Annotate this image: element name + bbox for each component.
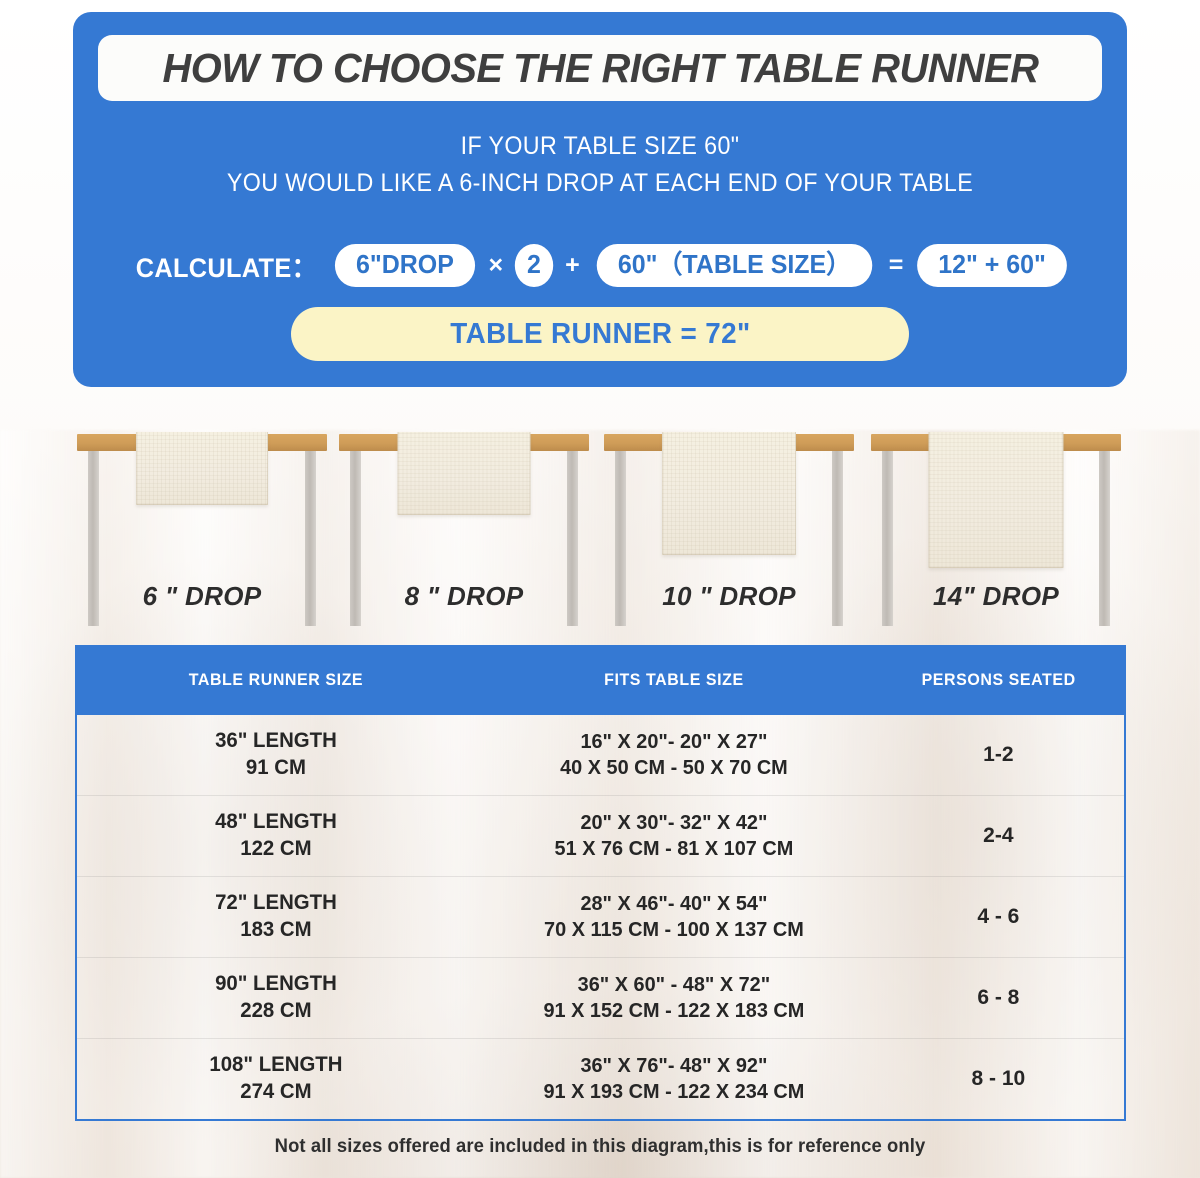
cell-fits-table-size: 16" X 20"- 20" X 27" 40 X 50 CM - 50 X 70… <box>481 729 867 781</box>
cell-persons-seated: 2-4 <box>983 823 1014 847</box>
drop-illustration: 14" DROP <box>867 418 1125 626</box>
runner-size-cm: 91 CM <box>245 756 306 779</box>
runner-size-inches: 72" LENGTH <box>215 891 337 915</box>
table-leg-left <box>350 451 361 626</box>
drop-label: 8 " DROP <box>404 581 524 611</box>
calculation-row: CALCULATE： 6"DROP × 2 + 60"（TABLE SIZE） … <box>73 244 1127 288</box>
table-row: 90" LENGTH 228 CM 36" X 60" - 48" X 72" 91 … <box>77 957 1124 1038</box>
fits-size-inches: 28" X 46"- 40" X 54" <box>580 891 768 915</box>
cell-persons-seated: 4 - 6 <box>977 904 1020 928</box>
cell-runner-size: 48" LENGTH 122 CM <box>83 809 469 863</box>
cell-runner-size: 72" LENGTH 183 CM <box>83 890 469 944</box>
result-text: TABLE RUNNER = 72" <box>449 317 751 350</box>
fits-size-inches: 16" X 20"- 20" X 27" <box>580 729 768 753</box>
runner-size-inches: 90" LENGTH <box>215 972 337 996</box>
multiply-operator: × <box>488 251 504 280</box>
cell-runner-size: 36" LENGTH 91 CM <box>83 728 469 782</box>
table-leg-left <box>615 451 626 626</box>
table-row: 48" LENGTH 122 CM 20" X 30"- 32" X 42" 51 X… <box>77 795 1124 876</box>
table-size-pill: 60"（TABLE SIZE） <box>596 244 872 288</box>
cell-fits-table-size: 28" X 46"- 40" X 54" 70 X 115 CM - 100 X … <box>481 891 867 943</box>
cell-fits-table-size: 36" X 76"- 48" X 92" 91 X 193 CM - 122 X … <box>481 1053 867 1105</box>
drop-label: 10 " DROP <box>662 581 796 611</box>
fits-size-inches: 36" X 60" - 48" X 72" <box>577 972 771 996</box>
table-runner-fabric <box>662 432 796 555</box>
fits-size-cm: 40 X 50 CM - 50 X 70 CM <box>559 756 788 779</box>
table-leg-right <box>305 451 316 626</box>
cell-persons-seated: 6 - 8 <box>977 985 1020 1009</box>
table-leg-right <box>567 451 578 626</box>
table-leg-right <box>1099 451 1110 626</box>
runner-size-cm: 122 CM <box>240 837 312 860</box>
table-row: 108" LENGTH 274 CM 36" X 76"- 48" X 92" 91 … <box>77 1038 1124 1119</box>
table-leg-right <box>832 451 843 626</box>
result-banner: TABLE RUNNER = 72" <box>291 307 909 361</box>
sum-pill: 12" + 60" <box>917 244 1068 288</box>
title-box: HOW TO CHOOSE THE RIGHT TABLE RUNNER <box>98 35 1102 101</box>
table-leg-left <box>882 451 893 626</box>
plus-operator: + <box>565 251 580 280</box>
cell-runner-size: 90" LENGTH 228 CM <box>83 971 469 1025</box>
multiplier-pill: 2 <box>514 244 554 288</box>
fits-size-cm: 91 X 193 CM - 122 X 234 CM <box>543 1080 805 1103</box>
runner-size-cm: 228 CM <box>240 999 312 1022</box>
table-runner-fabric <box>928 432 1064 568</box>
calculate-label: CALCULATE： <box>135 253 317 284</box>
drop-value-pill: 6"DROP <box>334 244 475 288</box>
table-row: 36" LENGTH 91 CM 16" X 20"- 20" X 27" 40 X … <box>77 715 1124 795</box>
table-leg-left <box>88 451 99 626</box>
drop-illustrations: 6 " DROP 8 " DROP 10 " DROP 14" DROP <box>73 418 1127 626</box>
fits-size-cm: 91 X 152 CM - 122 X 183 CM <box>543 999 805 1022</box>
table-body: 36" LENGTH 91 CM 16" X 20"- 20" X 27" 40 X … <box>77 715 1124 1119</box>
runner-size-cm: 274 CM <box>240 1080 312 1103</box>
fits-size-inches: 20" X 30"- 32" X 42" <box>580 810 768 834</box>
table-header-fits-table-size: FITS TABLE SIZE <box>604 670 744 689</box>
size-table: TABLE RUNNER SIZE FITS TABLE SIZE PERSON… <box>75 645 1126 1121</box>
drop-illustration: 10 " DROP <box>600 418 858 626</box>
cell-runner-size: 108" LENGTH 274 CM <box>83 1052 469 1106</box>
cell-persons-seated: 1-2 <box>983 742 1014 766</box>
table-runner-fabric <box>136 432 268 505</box>
runner-size-inches: 36" LENGTH <box>215 729 337 753</box>
runner-size-inches: 108" LENGTH <box>209 1053 343 1077</box>
cell-persons-seated: 8 - 10 <box>971 1066 1026 1090</box>
fits-size-cm: 70 X 115 CM - 100 X 137 CM <box>543 918 804 941</box>
hero-panel: HOW TO CHOOSE THE RIGHT TABLE RUNNER IF … <box>73 12 1127 387</box>
drop-illustration: 6 " DROP <box>73 418 331 626</box>
runner-size-cm: 183 CM <box>240 918 312 941</box>
table-runner-fabric <box>397 432 531 515</box>
table-header-row: TABLE RUNNER SIZE FITS TABLE SIZE PERSON… <box>77 645 1124 715</box>
table-header-persons-seated: PERSONS SEATED <box>921 670 1076 689</box>
cell-fits-table-size: 20" X 30"- 32" X 42" 51 X 76 CM - 81 X 10… <box>481 810 867 862</box>
fits-size-inches: 36" X 76"- 48" X 92" <box>580 1053 768 1077</box>
subtitle-line-1: IF YOUR TABLE SIZE 60" <box>460 132 740 160</box>
table-header-runner-size: TABLE RUNNER SIZE <box>188 670 364 689</box>
footer-note: Not all sizes offered are included in th… <box>274 1136 926 1157</box>
subtitle-line-2: YOU WOULD LIKE A 6-INCH DROP AT EACH END… <box>226 169 974 197</box>
table-row: 72" LENGTH 183 CM 28" X 46"- 40" X 54" 70 X… <box>77 876 1124 957</box>
page-title: HOW TO CHOOSE THE RIGHT TABLE RUNNER <box>162 44 1038 91</box>
drop-illustration: 8 " DROP <box>335 418 593 626</box>
drop-label: 14" DROP <box>933 581 1059 611</box>
fits-size-cm: 51 X 76 CM - 81 X 107 CM <box>554 837 794 860</box>
equals-operator: = <box>888 251 904 280</box>
runner-size-inches: 48" LENGTH <box>215 810 337 834</box>
cell-fits-table-size: 36" X 60" - 48" X 72" 91 X 152 CM - 122 X… <box>481 972 867 1024</box>
drop-label: 6 " DROP <box>142 581 262 611</box>
